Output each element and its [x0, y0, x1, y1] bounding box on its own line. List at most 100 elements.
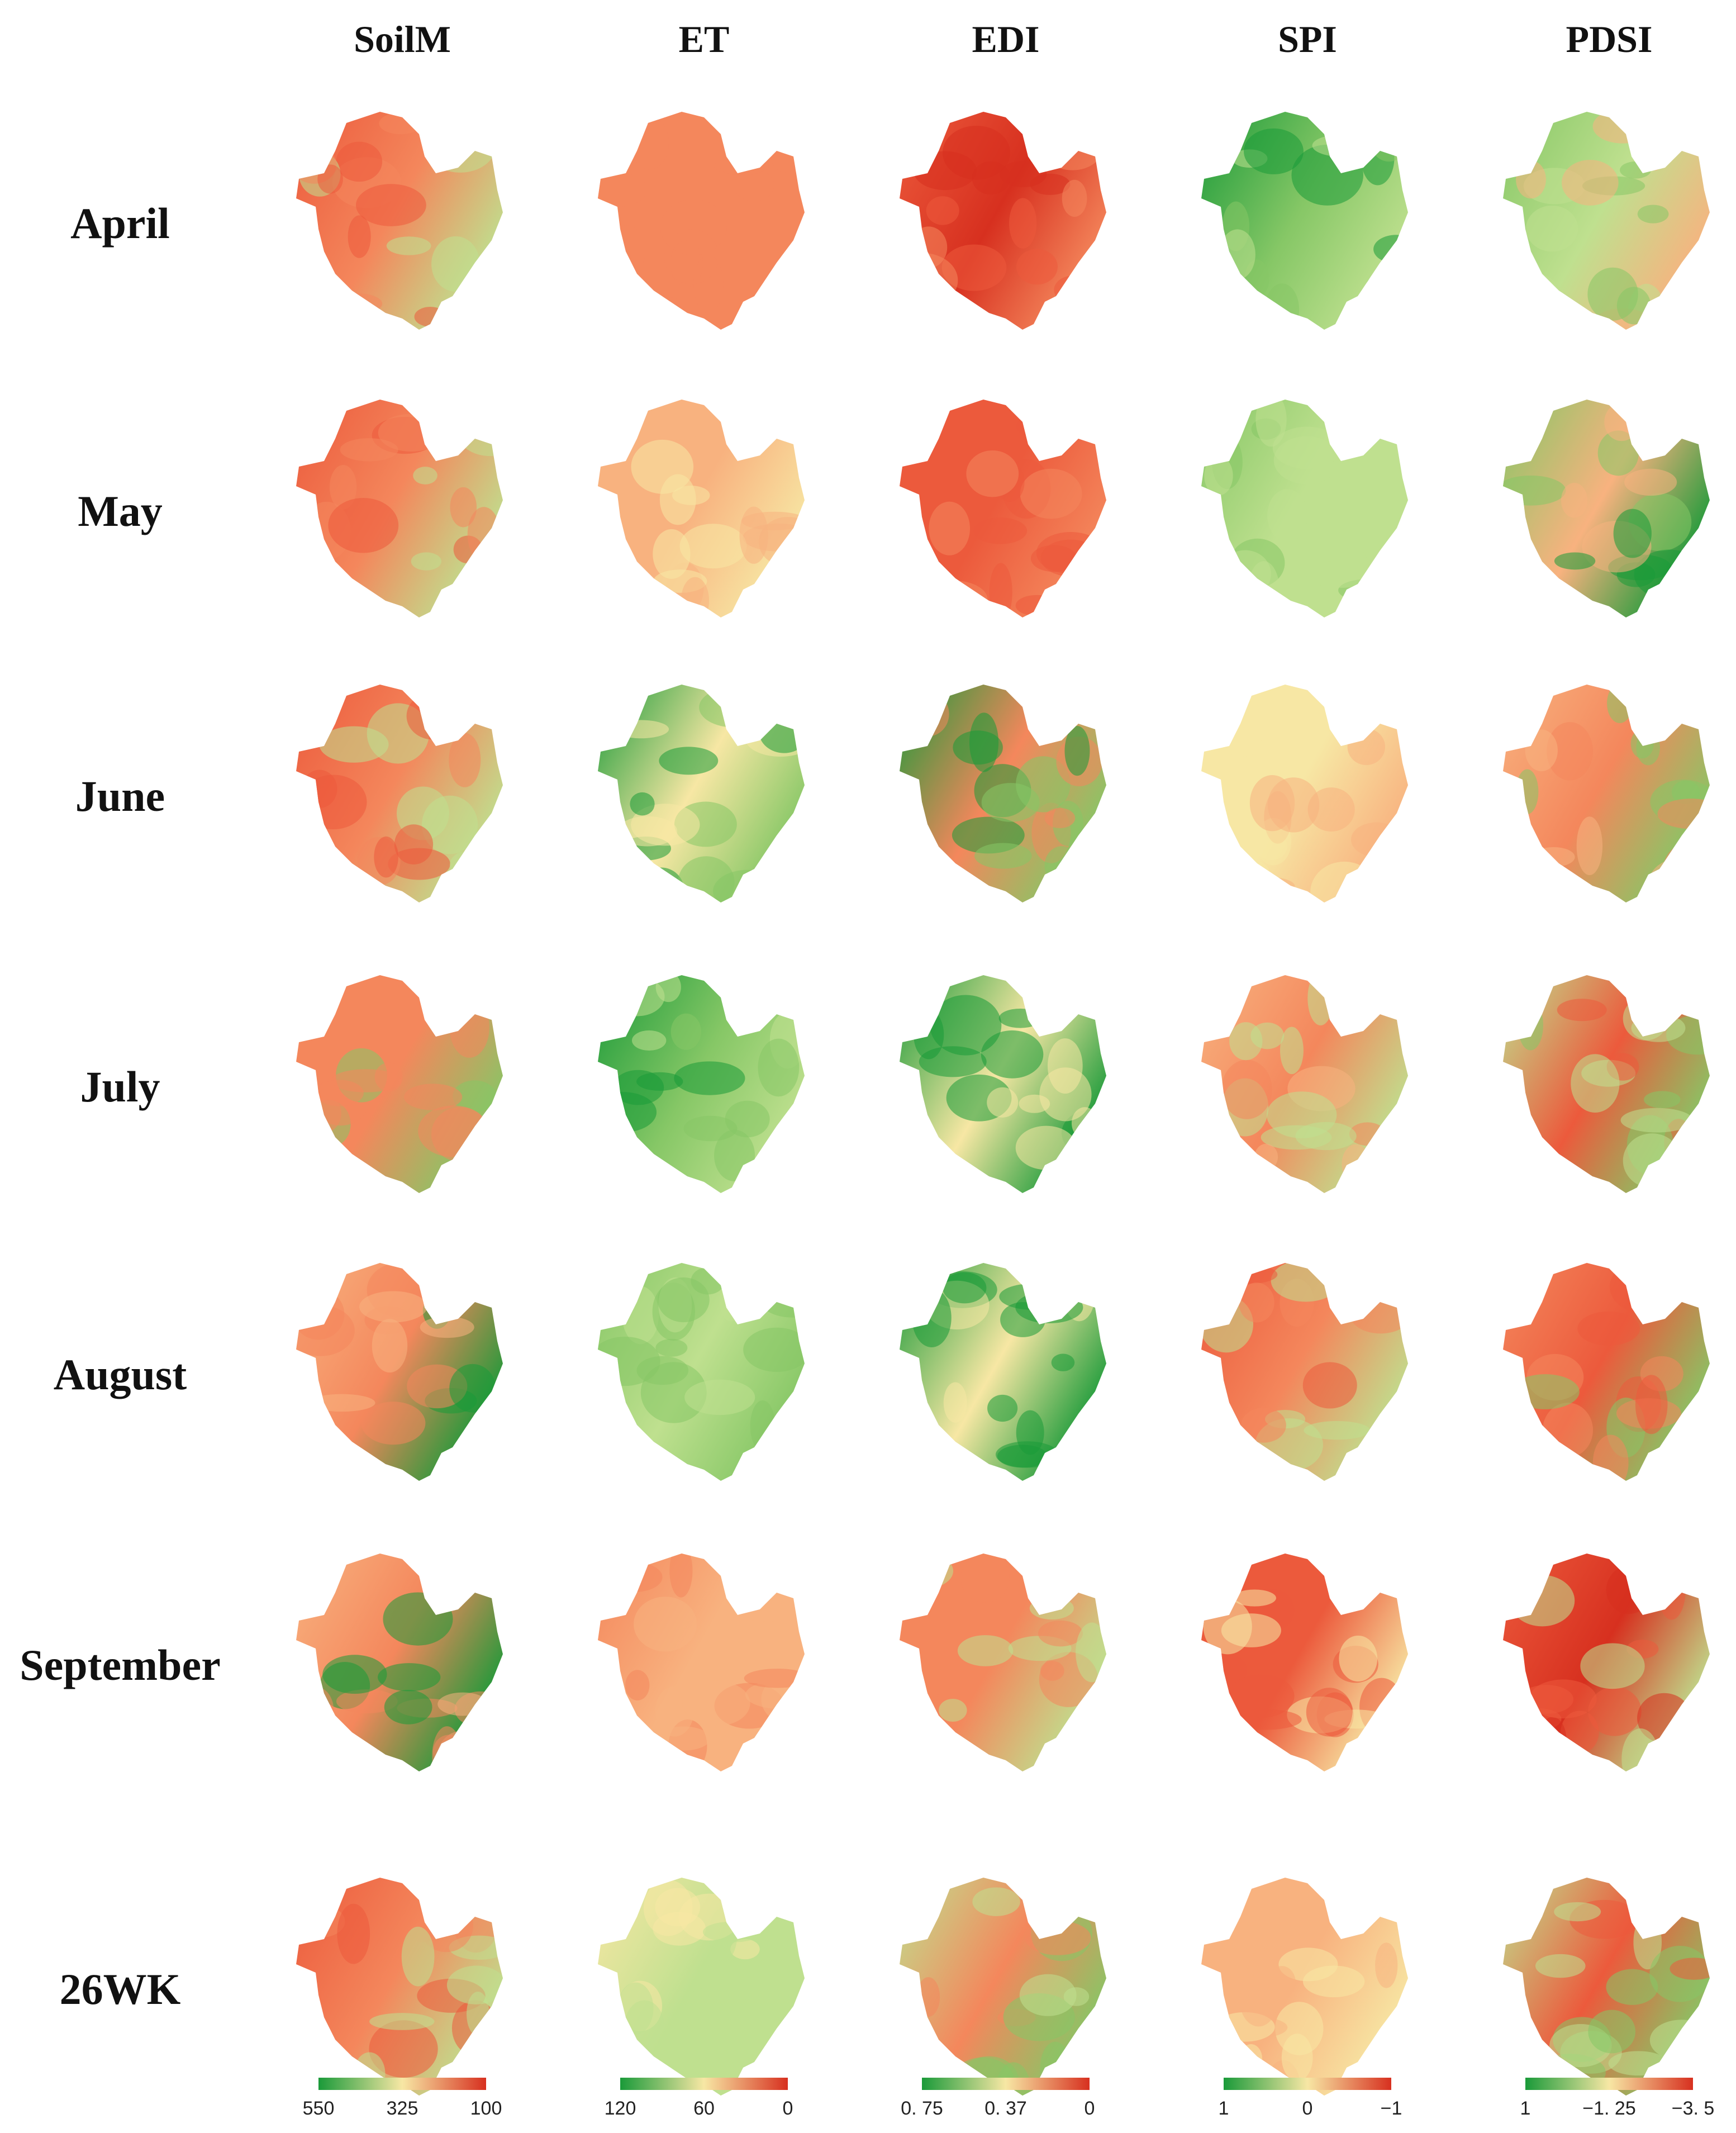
map-patch — [1554, 552, 1596, 570]
map-patch — [1344, 1264, 1408, 1285]
map-patch — [714, 1129, 755, 1182]
map-patch — [926, 196, 959, 225]
map-edi-september — [900, 1554, 1106, 1771]
map-patch — [1239, 2044, 1263, 2073]
map-patch — [1503, 476, 1566, 506]
map-patch — [1623, 1133, 1681, 1188]
legend-tick-label: 0. 75 — [901, 2098, 943, 2119]
map-patch — [340, 438, 398, 462]
row-label-july: July — [80, 1062, 160, 1111]
map-patch — [384, 1690, 432, 1725]
map-patch — [1255, 818, 1292, 866]
map-patch — [1268, 1966, 1296, 1998]
map-patch — [699, 687, 769, 728]
map-patch — [383, 1592, 453, 1646]
map-edi-august — [900, 1263, 1106, 1481]
map-patch — [643, 1880, 693, 1936]
map-patch — [744, 1669, 805, 1688]
map-patch — [1613, 509, 1652, 558]
column-header-soilm: SoilM — [354, 18, 451, 60]
map-patch — [328, 498, 399, 553]
map-patch — [598, 172, 648, 207]
map-patch — [1312, 134, 1376, 157]
map-patch — [1351, 822, 1402, 857]
map-spi-june — [1201, 685, 1408, 902]
map-patch — [904, 568, 954, 606]
map-patch — [656, 1726, 711, 1751]
map-soilm-may — [296, 400, 503, 617]
map-patch — [1280, 1027, 1304, 1075]
map-patch — [612, 1070, 664, 1105]
map-patch — [1239, 1974, 1278, 2027]
map-patch — [306, 1094, 341, 1133]
map-patch — [636, 1356, 689, 1385]
map-patch — [418, 1105, 489, 1157]
map-pdsi-april — [1503, 112, 1710, 330]
map-pdsi-june — [1503, 685, 1710, 902]
map-soilm-26wk — [296, 1878, 503, 2096]
map-edi-may — [900, 400, 1106, 617]
map-et-august — [598, 1263, 805, 1481]
map-patch — [1510, 1575, 1575, 1627]
column-header-pdsi: PDSI — [1566, 18, 1653, 60]
map-patch — [337, 1903, 370, 1964]
map-patch — [638, 867, 684, 902]
map-patch — [610, 977, 665, 1016]
map-patch — [1366, 1443, 1393, 1481]
map-patch — [670, 1013, 702, 1050]
map-patch — [719, 156, 766, 176]
map-pdsi-26wk — [1503, 1878, 1710, 2096]
map-patch — [319, 726, 389, 763]
map-patch — [903, 1685, 938, 1707]
map-soilm-august — [296, 1263, 503, 1481]
legend-edi: 0. 75 0. 37 0 — [901, 2078, 1095, 2122]
map-patch — [625, 1670, 650, 1700]
map-patch — [749, 289, 780, 327]
row-label-august: August — [53, 1350, 187, 1399]
map-patch — [1592, 1434, 1629, 1481]
map-patch — [432, 1735, 467, 1769]
map-patch — [1219, 550, 1271, 598]
map-patch — [631, 296, 687, 319]
map-patch — [1580, 1643, 1645, 1689]
map-patch — [957, 1635, 1014, 1666]
map-patch — [1547, 722, 1593, 781]
map-patch — [734, 169, 774, 202]
map-patch — [691, 1267, 725, 1295]
map-patch — [730, 1939, 760, 1960]
map-patch — [1538, 1717, 1567, 1761]
map-patch — [1219, 229, 1255, 280]
map-patch — [669, 1554, 693, 1598]
map-patch — [466, 1992, 489, 2036]
map-patch — [1334, 112, 1386, 146]
map-spi-july — [1201, 975, 1408, 1193]
map-patch — [981, 783, 1040, 822]
map-patch — [406, 692, 459, 740]
map-patch — [1592, 112, 1653, 144]
map-patch — [1239, 1282, 1274, 1323]
map-patch — [725, 1100, 770, 1138]
map-patch — [634, 1597, 697, 1652]
legend-tick-label: −1 — [1380, 2098, 1402, 2119]
map-patch — [298, 1687, 334, 1733]
map-patch — [1608, 2051, 1668, 2076]
map-patch — [1624, 468, 1677, 496]
map-patch — [449, 1364, 496, 1413]
map-patch — [989, 563, 1012, 617]
map-patch — [1634, 698, 1659, 743]
map-patch — [1339, 1635, 1378, 1682]
map-patch — [1529, 1679, 1597, 1719]
map-pdsi-july — [1503, 975, 1710, 1193]
map-patch — [998, 1008, 1042, 1028]
map-patch — [1366, 271, 1408, 301]
map-patch — [1242, 877, 1295, 895]
map-spi-september — [1201, 1554, 1408, 1771]
map-patch — [1278, 1947, 1338, 1982]
map-patch — [1054, 275, 1092, 305]
map-patch — [1016, 249, 1058, 285]
map-patch — [598, 1136, 633, 1161]
map-patch — [1220, 1265, 1278, 1284]
map-edi-april — [900, 112, 1106, 330]
legend-tick-label: 1 — [1520, 2098, 1531, 2119]
map-patch — [760, 277, 805, 330]
